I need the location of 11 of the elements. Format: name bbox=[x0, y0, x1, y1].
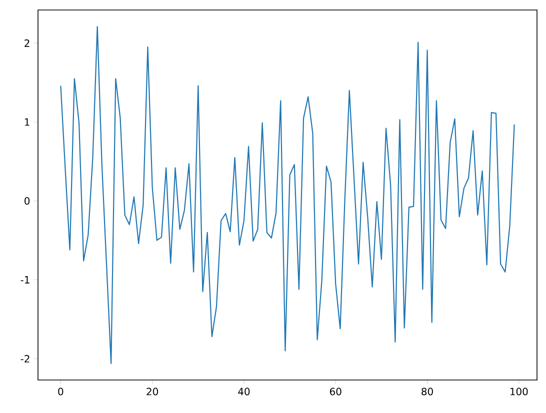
y-tick-label: 1 bbox=[24, 118, 30, 126]
x-tick-label: 20 bbox=[146, 388, 158, 396]
x-tick-label: 80 bbox=[422, 388, 433, 396]
x-tick-label: 60 bbox=[330, 388, 342, 396]
y-tick-label: -2 bbox=[20, 354, 30, 362]
y-tick-label: 0 bbox=[24, 197, 30, 205]
y-tick-label: -1 bbox=[20, 276, 30, 284]
x-tick-label: 0 bbox=[58, 388, 64, 396]
y-tick-label: 2 bbox=[24, 39, 30, 47]
x-tick-label: 100 bbox=[510, 388, 528, 396]
x-tick-label: 40 bbox=[238, 388, 250, 396]
